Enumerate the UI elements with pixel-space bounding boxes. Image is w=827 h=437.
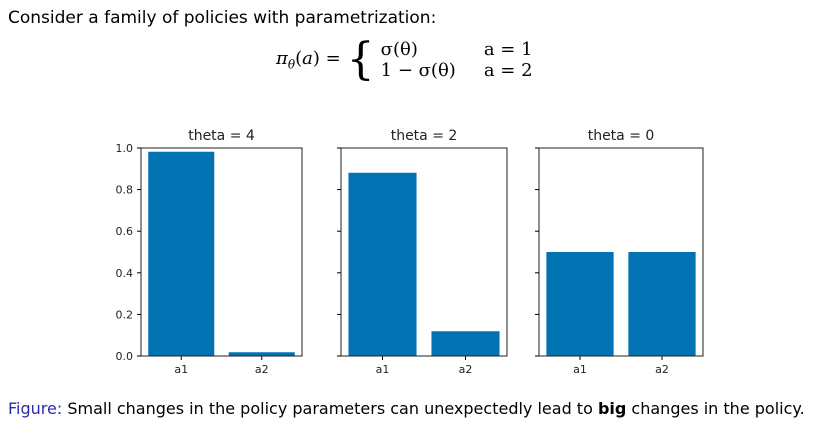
y-tick-label: 0.6 bbox=[116, 225, 134, 238]
intro-text: Consider a family of policies with param… bbox=[8, 8, 437, 28]
caption-text: Small changes in the policy parameters c… bbox=[62, 399, 598, 418]
x-tick-label: a1 bbox=[376, 363, 390, 376]
caption-bold: big bbox=[597, 399, 627, 418]
y-tick-label: 0.2 bbox=[116, 308, 134, 321]
chart-title: theta = 4 bbox=[188, 128, 255, 144]
brace: { bbox=[346, 34, 375, 85]
y-tick-label: 1.0 bbox=[116, 142, 134, 155]
axes-frame bbox=[140, 147, 303, 357]
axes-frame bbox=[340, 147, 508, 357]
bar-a2 bbox=[228, 352, 295, 356]
equation-cases: σ(θ) a = 1 1 − σ(θ) a = 2 bbox=[381, 39, 543, 81]
chart-title: theta = 2 bbox=[391, 128, 458, 144]
equation-lhs: πθ(a) = bbox=[276, 48, 341, 72]
x-tick-label: a1 bbox=[573, 363, 587, 376]
bar-a1 bbox=[148, 151, 215, 356]
bar-a1 bbox=[348, 172, 417, 356]
chart-title: theta = 0 bbox=[588, 128, 655, 144]
caption-label: Figure: bbox=[8, 399, 63, 418]
case-expr: σ(θ) bbox=[380, 39, 418, 60]
caption-text: changes in the policy. bbox=[626, 399, 805, 418]
bar-a2 bbox=[628, 252, 696, 356]
case-cond: a = 2 bbox=[483, 60, 533, 81]
axes-frame bbox=[538, 147, 704, 357]
y-tick-label: 0.0 bbox=[116, 350, 134, 363]
x-tick-label: a1 bbox=[174, 363, 188, 376]
policy-equation: πθ(a) = { σ(θ) a = 1 1 − σ(θ) a = 2 bbox=[276, 38, 543, 82]
case-cond: a = 1 bbox=[483, 39, 533, 60]
y-tick-label: 0.8 bbox=[116, 184, 134, 197]
bar-a2 bbox=[431, 331, 500, 356]
x-tick-label: a2 bbox=[255, 363, 269, 376]
bar-a1 bbox=[546, 252, 614, 356]
figure-caption: Figure: Small changes in the policy para… bbox=[8, 399, 805, 418]
x-tick-label: a2 bbox=[655, 363, 669, 376]
x-tick-label: a2 bbox=[459, 363, 473, 376]
case-expr: 1 − σ(θ) bbox=[380, 60, 456, 81]
y-tick-label: 0.4 bbox=[116, 267, 134, 280]
